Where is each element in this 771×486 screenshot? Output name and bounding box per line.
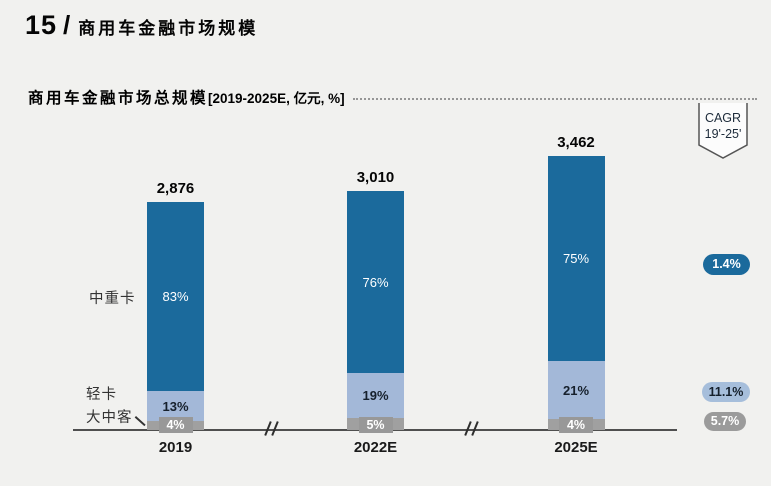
segment-share-label: 75% (562, 250, 590, 266)
segment-share-label-box: 4% (158, 417, 193, 433)
cagr-pill-heavy-truck: 1.4% (703, 254, 750, 275)
segment-share-label-box: 5% (358, 417, 393, 433)
cagr-badge-line2: 19'-25' (704, 127, 742, 142)
segment-share-label-box: 4% (559, 417, 593, 433)
bar-2022E: 76% 19% (347, 191, 404, 430)
bar-2019: 83% 13% (147, 202, 204, 430)
segment-share-label: 21% (562, 382, 590, 398)
bar-segment-中重卡: 83% (147, 202, 204, 392)
chart-title-row: 商用车金融市场总规模 [2019-2025E, 亿元, %] (28, 86, 757, 108)
page-number-slash-icon: / (63, 10, 71, 40)
cagr-ribbon-icon (698, 103, 748, 159)
bar-2025E: 75% 21% (547, 155, 605, 430)
chart-title-unit: [2019-2025E, 亿元, %] (208, 91, 345, 106)
page-title: 商用车金融市场规模 (78, 19, 259, 38)
series-label-bus: 大中客 (86, 410, 133, 426)
dotted-divider (352, 98, 757, 100)
bar-total-label: 3,010 (356, 169, 395, 187)
bar-total-label: 3,462 (557, 133, 595, 151)
category-label: 2025E (554, 439, 598, 456)
category-label: 2022E (353, 439, 398, 456)
leader-line (134, 416, 146, 427)
cagr-badge: CAGR 19'-25' (698, 103, 748, 161)
bar-total-label: 2,876 (156, 180, 195, 197)
bar-segment-轻卡: 21% (547, 361, 605, 419)
segment-share-label: 13% (162, 398, 189, 414)
cagr-badge-line1: CAGR (704, 111, 742, 125)
segment-share-label: 83% (162, 289, 189, 305)
bar-segment-轻卡: 19% (347, 372, 404, 419)
category-label: 2019 (158, 439, 193, 456)
series-label-heavy-truck: 中重卡 (89, 291, 136, 307)
segment-share-label: 19% (362, 387, 389, 403)
bar-segment-中重卡: 76% (347, 191, 404, 373)
segment-share-label: 76% (362, 274, 389, 290)
cagr-pill-light-truck: 11.1% (702, 382, 750, 402)
bar-segment-中重卡: 75% (547, 155, 605, 362)
cagr-badge-text: CAGR 19'-25' (698, 110, 748, 143)
bar-segment-轻卡: 13% (147, 391, 204, 421)
chart-title: 商用车金融市场总规模 (28, 90, 209, 107)
series-label-light-truck: 轻卡 (86, 387, 117, 403)
cagr-pill-bus: 5.7% (704, 412, 746, 431)
slide-header: 15 / 商用车金融市场规模 (25, 10, 258, 41)
page-number: 15 (25, 10, 58, 40)
